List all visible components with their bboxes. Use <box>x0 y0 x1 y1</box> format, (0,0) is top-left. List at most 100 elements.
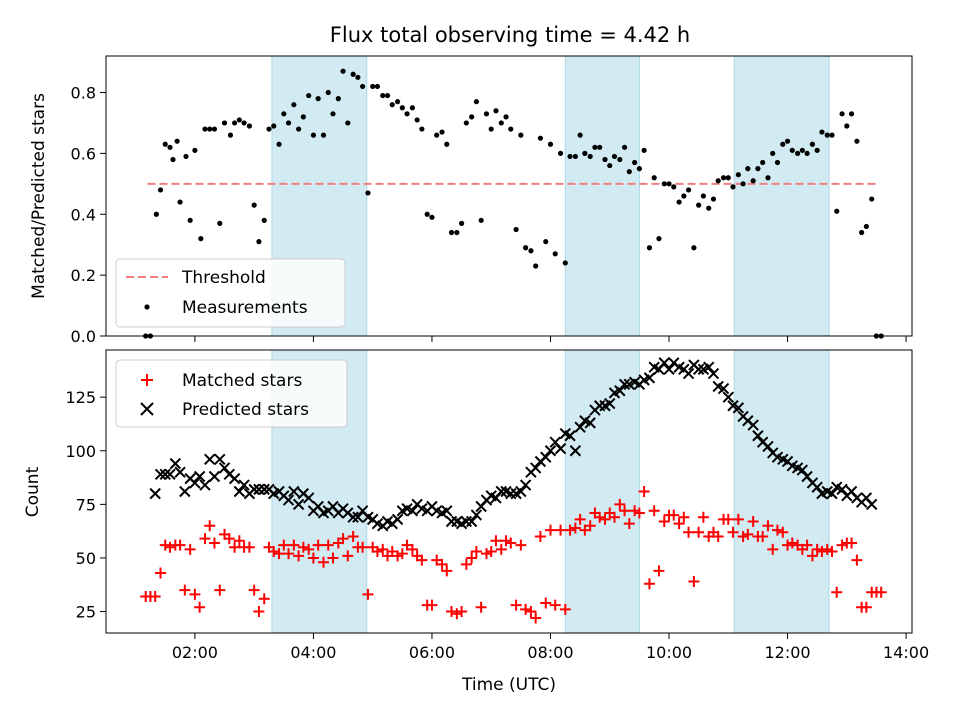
measurement-point <box>370 83 376 90</box>
shaded-interval-3 <box>733 349 830 634</box>
matched-star-point <box>777 526 789 538</box>
measurement-point <box>646 245 653 251</box>
matched-star-point <box>826 546 838 558</box>
predicted-star-point <box>703 361 715 373</box>
matched-star-point <box>273 548 285 560</box>
matched-star-point <box>555 524 567 536</box>
predicted-star-point <box>154 468 167 481</box>
matched-star-point <box>673 518 685 530</box>
measurement-point <box>814 147 820 153</box>
matched-star-point <box>456 606 468 618</box>
predicted-star-point <box>554 442 567 455</box>
measurement-point <box>567 153 573 160</box>
measurement-point <box>345 120 351 126</box>
predicted-star-point <box>747 419 759 431</box>
measurement-point <box>552 251 558 257</box>
measurement-point <box>676 199 682 205</box>
legend-box <box>115 258 346 328</box>
measurement-point <box>735 172 741 178</box>
y-tick-label: 0.8 <box>71 84 96 103</box>
matched-star-point <box>441 565 453 577</box>
matched-star-point <box>214 584 226 596</box>
matched-star-point <box>194 601 206 613</box>
matched-star-point <box>297 541 309 553</box>
matched-star-point <box>392 550 404 562</box>
predicted-star-point <box>352 511 364 523</box>
measurement-point <box>839 111 845 117</box>
matched-star-point <box>357 541 369 553</box>
measurement-point <box>157 187 164 193</box>
legend-measurement-swatch <box>144 304 150 310</box>
matched-star-point <box>307 552 319 564</box>
measurement-point <box>745 166 751 172</box>
measurement-point <box>211 126 218 132</box>
matched-star-point <box>303 543 315 555</box>
predicted-star-point <box>169 457 182 470</box>
matched-star-point <box>747 516 759 528</box>
measurement-point <box>285 120 292 126</box>
measurement-point <box>651 175 657 181</box>
matched-star-point <box>184 543 196 555</box>
measurement-point <box>374 83 381 90</box>
matched-star-point <box>608 511 620 523</box>
matched-star-point <box>208 537 220 549</box>
measurement-point <box>251 202 257 208</box>
matched-star-point <box>283 548 295 560</box>
y-tick-label: 125 <box>65 388 96 407</box>
measurement-point <box>414 117 420 123</box>
predicted-star-point <box>529 462 542 474</box>
measurement-point <box>380 92 386 99</box>
matched-star-point <box>416 554 428 566</box>
measurement-point <box>330 111 336 117</box>
measurement-point <box>170 156 176 163</box>
measurement-point <box>217 220 223 226</box>
matched-star-point <box>248 584 260 596</box>
matched-star-point <box>199 533 211 545</box>
x-tick-label: 12:00 <box>764 643 810 662</box>
measurement-point <box>799 147 805 153</box>
matched-star-point <box>475 601 487 613</box>
measurement-point <box>656 236 662 242</box>
matched-star-point <box>821 543 833 555</box>
matched-star-point <box>288 539 300 551</box>
measurement-point <box>227 132 234 138</box>
measurement-point <box>710 196 717 202</box>
matched-star-point <box>549 599 561 611</box>
measurement-point <box>685 187 692 193</box>
matched-star-point <box>278 539 290 551</box>
matched-star-point <box>480 548 492 560</box>
measurement-point <box>765 175 771 181</box>
measurement-point <box>360 83 366 90</box>
measurement-point <box>177 199 183 205</box>
y-tick-label: 0.6 <box>71 144 96 163</box>
measurement-point <box>320 132 327 138</box>
matched-star-point <box>831 586 843 598</box>
legend-matched-swatch <box>141 374 153 386</box>
measurement-point <box>522 245 529 251</box>
predicted-star-point <box>865 498 878 511</box>
matched-star-point <box>377 543 389 555</box>
measurement-point <box>335 96 341 102</box>
matched-star-point <box>836 539 848 551</box>
measurement-point <box>153 211 159 217</box>
measurement-point <box>795 150 801 156</box>
y-tick-label: 25 <box>76 603 96 622</box>
x-tick-label: 10:00 <box>646 643 692 662</box>
predicted-star-point <box>584 417 596 429</box>
matched-star-point <box>155 567 167 579</box>
y-tick-label: 0.4 <box>71 205 96 224</box>
measurement-point <box>232 120 238 126</box>
predicted-star-point <box>282 494 295 506</box>
measurement-point <box>198 236 204 242</box>
legend-matched-label: Matched stars <box>182 371 302 391</box>
x-tick-label: 06:00 <box>409 643 455 662</box>
measurement-point <box>632 159 638 166</box>
predicted-star-point <box>732 402 745 414</box>
matched-star-point <box>312 539 324 551</box>
measurement-point <box>513 226 519 233</box>
measurement-point <box>760 159 766 166</box>
predicted-star-point <box>465 515 478 528</box>
predicted-star-point <box>149 487 161 500</box>
measurement-point <box>300 114 306 120</box>
measurement-points <box>143 68 884 339</box>
